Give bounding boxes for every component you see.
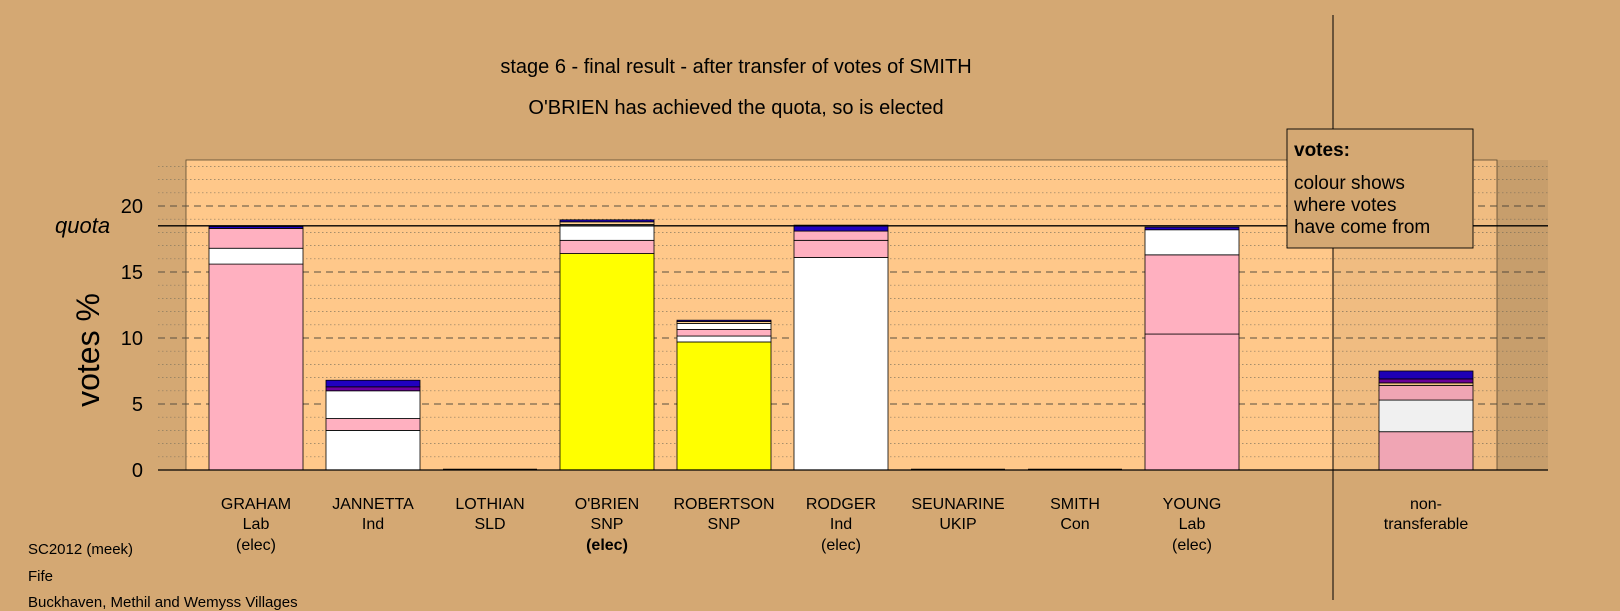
bar-segment (676, 329, 772, 337)
bar-segment (676, 341, 772, 471)
bar-segment (1144, 333, 1240, 471)
candidate-status-label: (elec) (1172, 537, 1212, 554)
bar-segment (559, 239, 655, 254)
bar-segment (208, 228, 304, 249)
candidate-party-label: SLD (474, 516, 505, 533)
y-tick-label: 5 (132, 394, 143, 416)
footer-method: SC2012 (meek) (28, 541, 134, 558)
candidate-status-label: (elec) (821, 537, 861, 554)
bar-segment (325, 386, 421, 392)
footer-council: Fife (28, 568, 54, 585)
y-axis-label: votes % (70, 293, 106, 407)
y-tick-label: 10 (121, 328, 143, 350)
bar-segment (676, 323, 772, 330)
bar-segment (559, 219, 655, 223)
bar-segment (793, 224, 889, 232)
candidate-party-label: Ind (362, 516, 384, 533)
candidate-status-label: (elec) (236, 537, 276, 554)
candidate-name-label: SMITH (1050, 496, 1100, 513)
legend-text: colour shows (1294, 173, 1405, 194)
legend-title: votes: (1294, 140, 1350, 161)
candidate-party-label: transferable (1384, 516, 1469, 533)
bar-segment (676, 335, 772, 343)
bar-segment (208, 247, 304, 265)
candidate-party-label: Ind (830, 516, 852, 533)
candidate-party-label: Lab (1179, 516, 1206, 533)
candidate-party-label: Lab (243, 516, 270, 533)
candidate-name-label: non- (1410, 496, 1442, 513)
bar-segment (1378, 431, 1474, 471)
candidate-party-label: SNP (591, 516, 624, 533)
y-tick-label: 15 (121, 262, 143, 284)
footer-ward: Buckhaven, Methil and Wemyss Villages (28, 594, 298, 611)
candidate-name-label: RODGER (806, 496, 876, 513)
candidate-name-label: LOTHIAN (455, 496, 524, 513)
legend-text: have come from (1294, 217, 1430, 238)
bar-segment (793, 230, 889, 241)
bar-segment (793, 257, 889, 471)
legend-box (1286, 128, 1474, 249)
bar-segment (208, 226, 304, 229)
bar-segment (325, 429, 421, 471)
bar-segment (325, 418, 421, 431)
candidate-name-label: GRAHAM (221, 496, 291, 513)
chart-subtitle: O'BRIEN has achieved the quota, so is el… (528, 97, 943, 119)
candidate-name-label: O'BRIEN (575, 496, 639, 513)
candidate-name-label: YOUNG (1163, 496, 1222, 513)
y-tick-label: 0 (132, 460, 143, 482)
candidate-name-label: JANNETTA (332, 496, 414, 513)
candidate-party-label: SNP (708, 516, 741, 533)
chart-title: stage 6 - final result - after transfer … (500, 56, 971, 78)
bar-segment (1378, 399, 1474, 433)
bar-segment (325, 379, 421, 388)
bar-segment (208, 263, 304, 471)
candidate-name-label: ROBERTSON (673, 496, 774, 513)
quota-label: quota (55, 213, 110, 238)
bar-segment (325, 390, 421, 419)
bar-segment (1144, 229, 1240, 256)
bar-segment (1144, 254, 1240, 335)
candidate-party-label: Con (1060, 516, 1089, 533)
y-tick-label: 20 (121, 196, 143, 218)
bar-segment (1144, 226, 1240, 231)
bar-segment (676, 319, 772, 322)
candidate-name-label: SEUNARINE (911, 496, 1004, 513)
bar-segment (793, 239, 889, 258)
candidate-party-label: UKIP (939, 516, 976, 533)
bar-segment (1378, 370, 1474, 380)
candidate-status-label: (elec) (586, 537, 628, 554)
bar-segment (559, 224, 655, 241)
bar-segment (559, 253, 655, 471)
legend-text: where votes (1293, 195, 1396, 216)
